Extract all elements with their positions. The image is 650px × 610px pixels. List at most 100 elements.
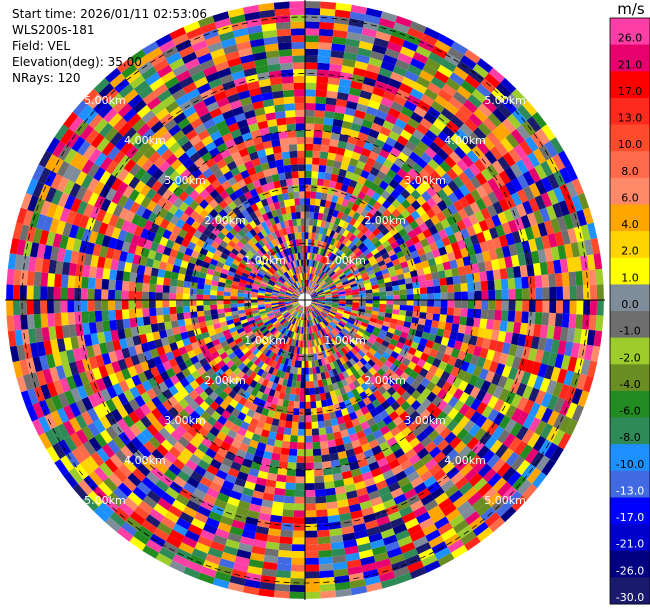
velocity-cell (74, 311, 83, 325)
velocity-cell (125, 336, 135, 348)
velocity-cell (156, 184, 168, 197)
velocity-cell (200, 59, 215, 71)
velocity-cell (329, 271, 336, 278)
velocity-cell (135, 300, 143, 309)
velocity-cell (586, 329, 596, 346)
velocity-cell (332, 276, 340, 282)
velocity-cell (315, 287, 322, 292)
velocity-cell (327, 348, 333, 356)
velocity-cell (329, 139, 339, 148)
velocity-cell (139, 184, 152, 197)
velocity-cell (558, 384, 570, 400)
velocity-cell (488, 300, 496, 310)
velocity-cell (251, 291, 258, 295)
velocity-cell (372, 300, 380, 304)
velocity-cell (382, 534, 398, 546)
velocity-cell (46, 300, 54, 314)
velocity-cell (244, 302, 251, 307)
velocity-cell (568, 313, 577, 329)
velocity-cell (400, 459, 413, 471)
velocity-cell (343, 310, 351, 315)
velocity-cell (321, 336, 327, 344)
velocity-cell (219, 351, 229, 360)
velocity-cell (426, 186, 437, 198)
velocity-cell (330, 321, 337, 328)
velocity-cell (530, 451, 545, 468)
velocity-cell (71, 448, 86, 464)
velocity-cell (255, 390, 264, 400)
velocity-cell (54, 459, 69, 476)
velocity-cell (68, 116, 84, 133)
velocity-cell (232, 375, 241, 385)
velocity-cell (368, 367, 377, 376)
velocity-cell (411, 389, 422, 400)
velocity-cell (289, 441, 298, 450)
velocity-cell (274, 245, 281, 253)
velocity-cell (559, 258, 569, 273)
velocity-cell (269, 374, 276, 383)
velocity-cell (524, 359, 535, 374)
velocity-cell (258, 588, 275, 598)
velocity-cell (312, 373, 318, 382)
velocity-cell (311, 421, 319, 429)
velocity-cell (511, 495, 528, 512)
velocity-cell (502, 433, 516, 448)
velocity-cell (495, 224, 506, 237)
velocity-cell (257, 334, 265, 341)
velocity-cell (343, 539, 358, 549)
velocity-cell (434, 516, 450, 530)
velocity-cell (231, 236, 240, 245)
velocity-cell (293, 246, 298, 254)
velocity-cell (224, 368, 233, 377)
velocity-cell (214, 343, 223, 351)
velocity-cell (255, 331, 263, 339)
velocity-cell (347, 261, 355, 269)
velocity-cell (290, 261, 295, 269)
velocity-cell (293, 274, 298, 282)
velocity-cell (297, 288, 302, 295)
velocity-cell (320, 282, 327, 288)
velocity-cell (351, 151, 361, 161)
velocity-cell (359, 296, 367, 300)
velocity-cell (335, 366, 342, 375)
velocity-cell (48, 326, 57, 341)
velocity-cell (398, 336, 407, 345)
velocity-cell (319, 365, 325, 374)
velocity-cell (93, 404, 105, 419)
velocity-cell (441, 503, 457, 517)
velocity-cell (265, 243, 272, 251)
velocity-cell (324, 172, 332, 181)
velocity-cell (362, 259, 370, 266)
velocity-cell (413, 300, 421, 306)
velocity-cell (254, 209, 262, 218)
velocity-cell (156, 226, 166, 237)
velocity-cell (286, 241, 291, 249)
velocity-cell (521, 120, 536, 137)
velocity-cell (394, 223, 404, 233)
velocity-cell (121, 347, 131, 359)
velocity-cell (329, 237, 336, 246)
velocity-cell (494, 310, 502, 321)
velocity-cell (234, 157, 245, 167)
velocity-cell (314, 246, 320, 255)
velocity-cell (123, 127, 137, 141)
velocity-cell (416, 358, 426, 368)
velocity-cell (121, 219, 132, 232)
velocity-cell (165, 263, 174, 272)
velocity-cell (431, 342, 441, 352)
velocity-cell (291, 296, 299, 299)
velocity-cell (558, 200, 570, 216)
velocity-cell (13, 314, 22, 331)
velocity-cell (338, 322, 345, 328)
velocity-cell (175, 424, 187, 437)
velocity-cell (192, 488, 207, 500)
velocity-cell (186, 262, 196, 271)
velocity-cell (338, 219, 346, 228)
velocity-cell (314, 232, 320, 241)
velocity-cell (309, 340, 313, 348)
velocity-cell (359, 324, 368, 331)
velocity-cell (343, 268, 351, 275)
velocity-cell (424, 218, 435, 229)
velocity-cell (332, 382, 340, 391)
velocity-cell (327, 77, 341, 86)
